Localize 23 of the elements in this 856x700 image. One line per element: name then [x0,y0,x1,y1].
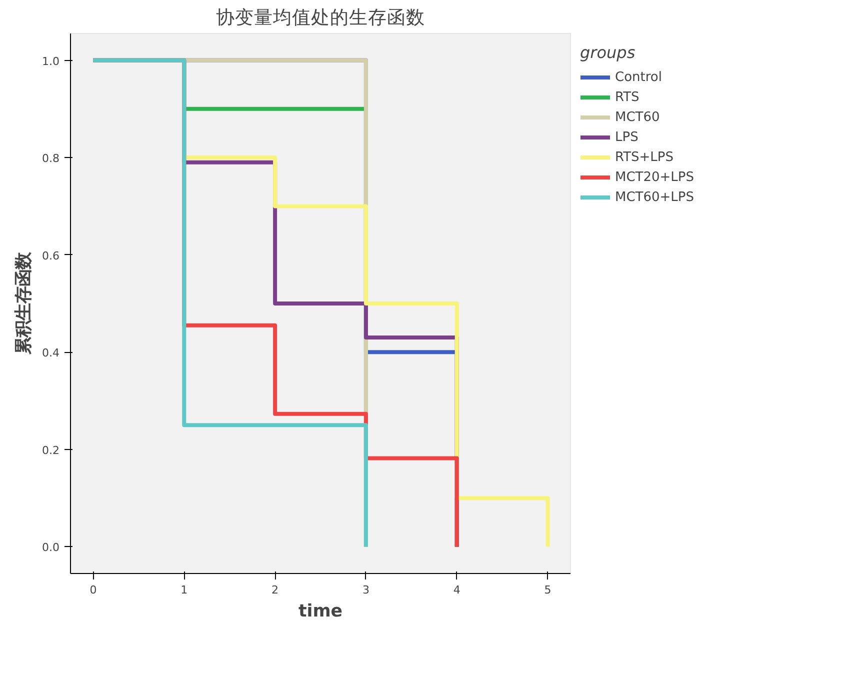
legend-title: groups [580,43,636,62]
legend-label: MCT60 [615,110,660,124]
legend-label: Control [615,70,662,84]
x-tick-label: 1 [180,584,188,596]
x-tick-label: 3 [362,584,370,596]
chart-title: 协变量均值处的生存函数 [216,6,425,28]
y-tick-label: 0.6 [42,249,60,262]
legend-label: MCT20+LPS [615,170,694,184]
x-tick-label: 2 [272,584,279,596]
y-tick-label: 0.4 [42,346,60,360]
y-tick-label: 1.0 [42,54,60,68]
y-tick-label: 0.0 [42,541,60,554]
y-tick-label: 0.2 [42,444,60,457]
y-tick-label: 0.8 [42,152,60,166]
x-tick-label: 5 [544,584,552,596]
legend-label: RTS+LPS [615,150,674,164]
legend-label: RTS [615,90,640,104]
legend-label: LPS [615,130,638,144]
x-tick-label: 0 [90,584,97,596]
x-tick-label: 4 [453,584,460,596]
legend-label: MCT60+LPS [615,190,694,204]
x-axis-title: time [298,602,343,622]
y-axis-title: 累积生存函数 [14,252,34,356]
